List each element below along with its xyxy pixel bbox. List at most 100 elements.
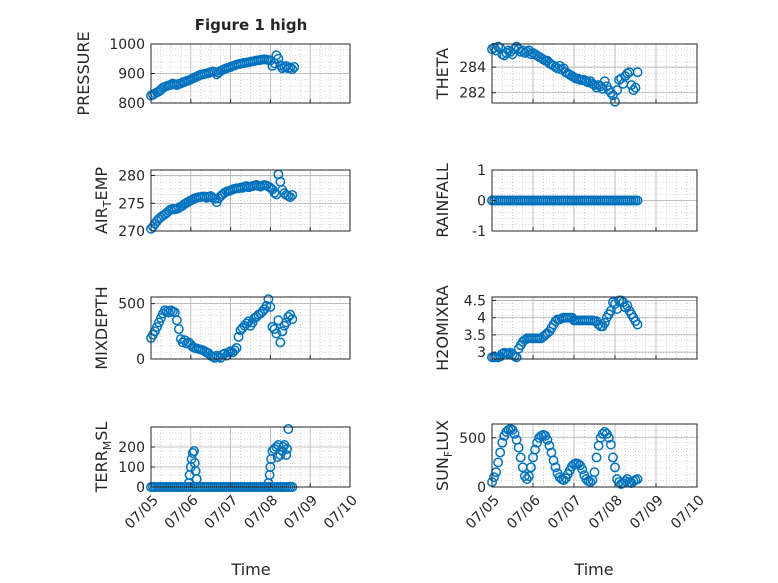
data-point xyxy=(289,62,300,72)
data-point xyxy=(233,331,244,342)
data-point xyxy=(589,80,600,90)
y-tick-label: 1000 xyxy=(109,37,145,53)
y-tick-label: 270 xyxy=(118,224,145,240)
data-point xyxy=(497,437,508,448)
axes-box xyxy=(491,296,698,360)
axes-box xyxy=(491,423,698,488)
data-point xyxy=(603,432,614,443)
x-axis-label-left: Time xyxy=(230,560,270,579)
data-point xyxy=(282,444,293,454)
y-tick-label: 500 xyxy=(459,431,486,447)
data-point xyxy=(542,434,553,445)
data-point xyxy=(271,328,282,339)
subplot-theta: 282 284 THETA xyxy=(433,41,698,107)
x-tick-label: 07/08 xyxy=(586,493,626,533)
data-point xyxy=(281,450,292,460)
data-point xyxy=(285,62,296,73)
data-point xyxy=(632,67,643,78)
data-point xyxy=(610,462,620,473)
data-point xyxy=(612,85,622,96)
y-axis-label: TERRMSL xyxy=(92,422,114,494)
x-tick-label: 07/08 xyxy=(241,493,281,533)
y-axis-label: SUNFLUX xyxy=(433,420,455,491)
y-axis-label: PRESSURE xyxy=(74,31,93,115)
y-tick-label: 0 xyxy=(477,194,486,210)
data-point xyxy=(632,319,643,330)
data-point xyxy=(261,300,272,311)
data-point xyxy=(614,477,625,488)
y-tick-label: 500 xyxy=(118,297,145,313)
data-point xyxy=(495,447,506,458)
data-point xyxy=(163,307,174,318)
y-tick-label: 284 xyxy=(459,60,486,76)
data-point xyxy=(628,85,639,96)
y-tick-label: 0 xyxy=(136,480,145,496)
data-point xyxy=(191,474,202,484)
subplot-mixdepth: 0 500 MIXDEPTH xyxy=(92,286,351,370)
y-axis-label: H2OMIXRA xyxy=(433,285,452,371)
x-tick-label: 07/09 xyxy=(627,493,667,533)
x-tick-label: 07/09 xyxy=(281,493,321,533)
data-point xyxy=(209,352,220,363)
data-point xyxy=(509,428,520,439)
data-point xyxy=(589,467,600,478)
data-point xyxy=(501,48,512,58)
data-point xyxy=(173,324,184,335)
data-point xyxy=(272,452,283,462)
x-axis-label-right: Time xyxy=(573,560,613,579)
data-point xyxy=(189,446,199,456)
y-tick-label: 200 xyxy=(118,440,145,456)
y-tick-label: 900 xyxy=(118,67,145,83)
subplot-rainfall: -1 0 1 RAINFALL xyxy=(433,163,698,240)
data-point xyxy=(632,195,643,206)
data-point xyxy=(622,68,633,79)
y-axis-label: MIXDEPTH xyxy=(92,286,111,369)
data-point xyxy=(550,462,561,473)
data-point xyxy=(622,300,633,311)
data-point xyxy=(229,345,240,356)
y-tick-label: 282 xyxy=(459,86,486,102)
data-point xyxy=(605,439,616,450)
data-point xyxy=(171,315,182,326)
y-tick-label: 100 xyxy=(118,460,145,476)
data-point xyxy=(526,462,536,473)
axes-box xyxy=(150,426,351,488)
data-point xyxy=(283,424,294,434)
axes-box xyxy=(150,296,351,360)
y-tick-label: 4 xyxy=(477,311,486,327)
data-point xyxy=(287,64,298,75)
data-point xyxy=(523,471,534,482)
data-point xyxy=(583,77,594,88)
data-point xyxy=(275,337,286,348)
data-point xyxy=(489,472,499,483)
data-point xyxy=(287,190,298,200)
x-tick-label: 07/10 xyxy=(321,493,361,533)
data-point xyxy=(581,76,592,87)
y-tick-label: 3.5 xyxy=(464,328,486,344)
x-tick-label: 07/10 xyxy=(668,493,708,533)
data-point xyxy=(591,452,602,463)
data-point xyxy=(517,45,528,56)
data-point xyxy=(632,474,643,485)
x-tick-label: 07/05 xyxy=(122,493,162,533)
y-tick-label: 0 xyxy=(136,352,145,368)
data-point xyxy=(610,96,620,107)
data-point xyxy=(231,342,242,353)
y-tick-label: 280 xyxy=(118,169,145,185)
data-point xyxy=(493,457,504,468)
x-tick-label: 07/06 xyxy=(504,492,544,532)
data-point xyxy=(265,302,276,312)
x-tick-label: 07/07 xyxy=(545,493,585,533)
y-tick-label: 800 xyxy=(118,96,145,112)
data-point xyxy=(277,326,288,337)
data-point xyxy=(273,53,284,64)
y-axis-label: RAINFALL xyxy=(433,163,452,238)
data-point xyxy=(287,314,298,325)
subplot-terr-msl: 0 100 200 07/05 07/06 07/07 07/08 07/09 07/10 TER… xyxy=(92,422,361,533)
y-axis-label: AIRTEMP xyxy=(92,167,114,234)
y-tick-label: 4.5 xyxy=(464,293,486,309)
data-point xyxy=(285,192,296,203)
data-point xyxy=(591,82,602,93)
